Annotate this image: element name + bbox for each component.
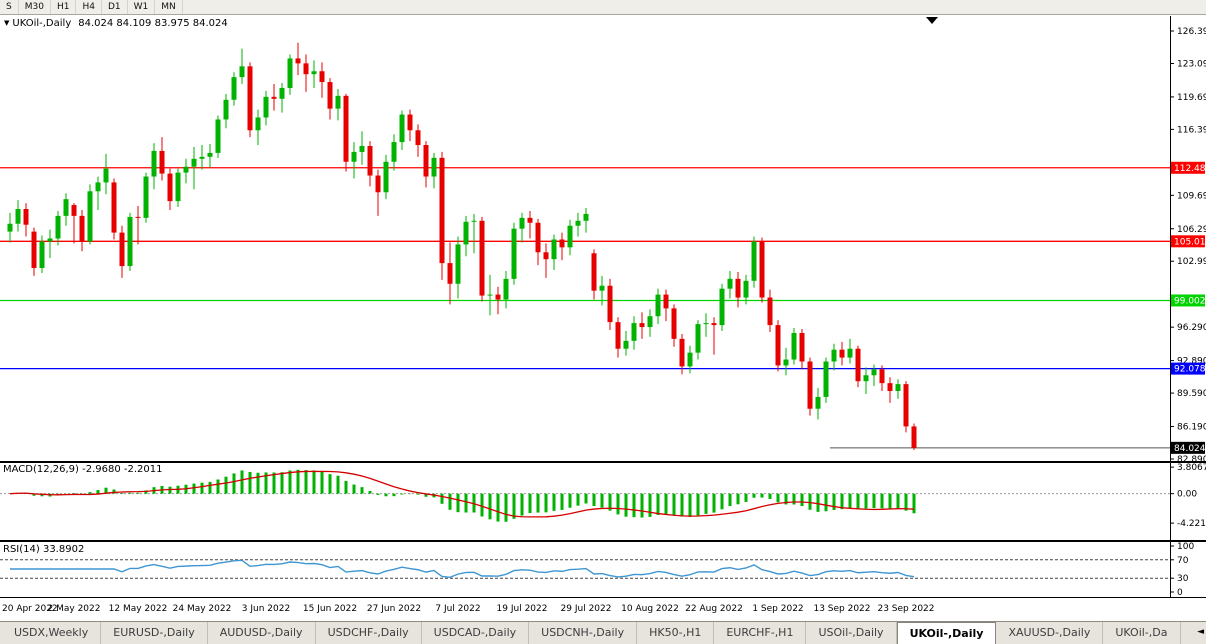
timeframe-button-h1[interactable]: H1 — [51, 0, 77, 14]
date-label: 19 Jul 2022 — [497, 604, 548, 614]
tab-xauusd-daily[interactable]: XAUUSD-,Daily — [996, 622, 1104, 644]
price-tick-label: 102.990 — [1177, 257, 1206, 267]
tab-audusd-daily[interactable]: AUDUSD-,Daily — [208, 622, 316, 644]
tab-scroll-left-icon[interactable]: ◄ — [1197, 627, 1204, 637]
rsi-tick-label: 0 — [1177, 588, 1183, 598]
date-label: 29 Jul 2022 — [561, 604, 612, 614]
rsi-tick-label: 100 — [1177, 542, 1194, 552]
price-badge-label: 92.078 — [1174, 365, 1206, 375]
price-badge — [1171, 161, 1205, 174]
macd-panel[interactable] — [0, 469, 1170, 522]
date-label: 1 Sep 2022 — [752, 604, 803, 614]
tab-usdchf-daily[interactable]: USDCHF-,Daily — [316, 622, 422, 644]
date-label: 10 Aug 2022 — [621, 604, 679, 614]
date-label: 22 Aug 2022 — [685, 604, 743, 614]
rsi-panel[interactable] — [0, 559, 1170, 579]
date-label: 2 May 2022 — [48, 604, 101, 614]
price-badge — [1171, 441, 1205, 454]
timeframe-button-s[interactable]: S — [0, 0, 19, 14]
tab-hk50-h1[interactable]: HK50-,H1 — [637, 622, 715, 644]
rsi-tick-label: 30 — [1177, 574, 1189, 584]
price-tick-label: 96.290 — [1177, 323, 1206, 333]
price-badge-label: 84.024 — [1174, 444, 1206, 454]
price-badge — [1171, 362, 1205, 375]
price-badge — [1171, 235, 1205, 248]
date-label: 24 May 2022 — [173, 604, 232, 614]
price-chart[interactable]: 126.390 123.090 119.690 116.390 109.690 106.2… — [0, 0, 1206, 621]
symbol-title: UKOil-,Daily — [12, 18, 72, 29]
date-label: 12 May 2022 — [109, 604, 168, 614]
rsi-indicator-label: RSI(14) 33.8902 — [3, 544, 85, 555]
timeframe-toolbar: S M30 H1 H4 D1 W1 MN — [0, 0, 1206, 15]
timeframe-button-w1[interactable]: W1 — [128, 0, 156, 14]
price-badge — [1171, 294, 1205, 307]
timeframe-button-m30[interactable]: M30 — [19, 0, 51, 14]
date-label: 20 Apr 2022 — [2, 604, 58, 614]
price-tick-label: 116.390 — [1177, 125, 1206, 135]
tab-usdcnh-daily[interactable]: USDCNH-,Daily — [529, 622, 638, 644]
price-tick-label: 123.090 — [1177, 59, 1206, 69]
price-tick-label: 126.390 — [1177, 27, 1206, 37]
price-tick-label: 89.590 — [1177, 389, 1206, 399]
price-tick-label: 92.890 — [1177, 357, 1206, 367]
timeframe-button-h4[interactable]: H4 — [76, 0, 102, 14]
date-label: 23 Sep 2022 — [877, 604, 934, 614]
timeframe-button-d1[interactable]: D1 — [102, 0, 128, 14]
rsi-line — [10, 559, 915, 579]
date-label: 7 Jul 2022 — [435, 604, 480, 614]
price-axis: 126.390 123.090 119.690 116.390 109.690 106.2… — [1170, 27, 1206, 598]
tab-ukoil-daily[interactable]: UKOil-,Daily — [896, 622, 997, 644]
panel-separator[interactable] — [0, 540, 1206, 542]
chart-tab-bar: USDX,Weekly EURUSD-,Daily AUDUSD-,Daily USD… — [0, 621, 1206, 644]
date-label: 13 Sep 2022 — [813, 604, 870, 614]
macd-tick-label: 3.8067 — [1177, 463, 1206, 473]
macd-indicator-label: MACD(12,26,9) -2.9680 -2.2011 — [3, 464, 163, 475]
date-label: 15 Jun 2022 — [303, 604, 357, 614]
tab-usdx-weekly[interactable]: USDX,Weekly — [2, 622, 102, 644]
price-tick-label: 109.690 — [1177, 191, 1206, 201]
chart-shift-marker-icon[interactable] — [926, 17, 938, 24]
timeframe-button-mn[interactable]: MN — [155, 0, 183, 14]
chart-tabs: USDX,Weekly EURUSD-,Daily AUDUSD-,Daily USD… — [0, 622, 1192, 644]
macd-tick-label: 0.00 — [1177, 490, 1197, 500]
price-panel[interactable] — [0, 42, 1170, 451]
panel-separator[interactable] — [0, 461, 1206, 463]
date-label: 3 Jun 2022 — [242, 604, 290, 614]
tab-ukoil-da[interactable]: UKOil-,Da — [1103, 622, 1181, 644]
chart-symbol-header: ▼ UKOil-,Daily 84.024 84.109 83.975 84.024 — [4, 18, 228, 29]
price-badge-label: 99.002 — [1174, 296, 1206, 306]
tab-eurusd-daily[interactable]: EURUSD-,Daily — [101, 622, 208, 644]
macd-tick-label: -4.221 — [1177, 519, 1206, 529]
ohlc-values: 84.024 84.109 83.975 84.024 — [78, 18, 228, 29]
price-badge-label: 105.015 — [1174, 237, 1206, 247]
price-tick-label: 82.890 — [1177, 455, 1206, 465]
rsi-tick-label: 70 — [1177, 556, 1189, 566]
candles-layer[interactable] — [7, 42, 917, 451]
date-label: 27 Jun 2022 — [367, 604, 421, 614]
tab-usdcad-daily[interactable]: USDCAD-,Daily — [422, 622, 530, 644]
tab-eurchf-h1[interactable]: EURCHF-,H1 — [714, 622, 807, 644]
symbol-dropdown-icon[interactable]: ▼ — [4, 19, 10, 27]
macd-signal-line — [9, 470, 915, 518]
tab-usoil-daily[interactable]: USOil-,Daily — [806, 622, 897, 644]
price-tick-label: 86.190 — [1177, 423, 1206, 433]
price-tick-label: 106.290 — [1177, 225, 1206, 235]
price-badge-label: 112.488 — [1174, 164, 1206, 174]
price-tick-label: 119.690 — [1177, 93, 1206, 103]
